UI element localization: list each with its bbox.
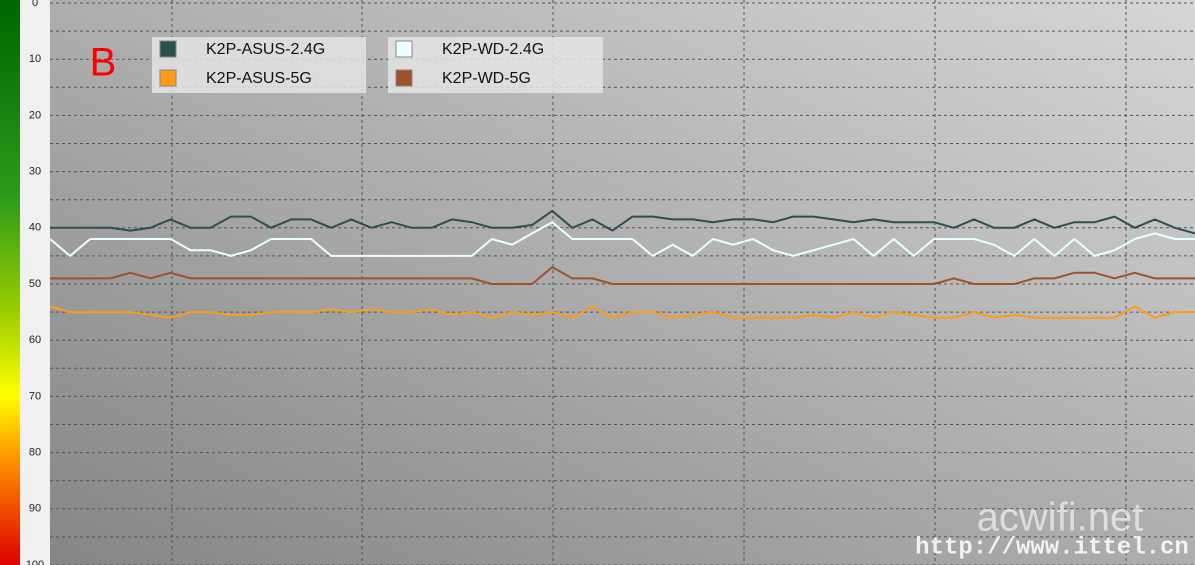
- watermark: acwifi.net: [977, 496, 1144, 540]
- legend-swatch: [159, 69, 177, 87]
- vertical-grid: [171, 0, 1127, 565]
- watermark: http://www.ittel.cn: [915, 534, 1189, 561]
- annotation: B: [90, 41, 117, 85]
- legend-swatch: [395, 69, 413, 87]
- y-tick-label: 50: [29, 278, 41, 290]
- y-tick-label: 100: [26, 559, 44, 565]
- y-tick-label: 0: [32, 0, 38, 9]
- series-line: [49, 305, 1195, 319]
- series-line: [49, 221, 1195, 257]
- y-tick-label: 20: [29, 109, 41, 121]
- y-tick-label: 60: [29, 334, 41, 346]
- legend-swatch: [395, 40, 413, 58]
- legend-box: [388, 37, 603, 93]
- legend: K2P-ASUS-2.4G K2P-ASUS-5G K2P-WD-2.4G K2P-W…: [152, 37, 603, 93]
- legend-label: K2P-ASUS-5G: [206, 70, 312, 87]
- y-tick-label: 90: [29, 503, 41, 515]
- plot-area: [50, 0, 1195, 565]
- y-tick-label: 40: [29, 222, 41, 234]
- legend-box: [152, 37, 366, 93]
- legend-label: K2P-WD-2.4G: [442, 41, 544, 58]
- y-tick-label: 30: [29, 166, 41, 178]
- y-tick-label: 70: [29, 390, 41, 402]
- y-tick-label: 80: [29, 447, 41, 459]
- lines: [49, 209, 1195, 319]
- series-line: [50, 266, 1195, 285]
- legend-label: K2P-ASUS-2.4G: [206, 41, 325, 58]
- color-scale: [0, 0, 20, 565]
- axis-panel: [20, 0, 50, 565]
- legend-swatch: [159, 40, 177, 58]
- legend-label: K2P-WD-5G: [442, 70, 531, 87]
- series-line: [50, 209, 1195, 235]
- y-tick-label: 10: [29, 53, 41, 65]
